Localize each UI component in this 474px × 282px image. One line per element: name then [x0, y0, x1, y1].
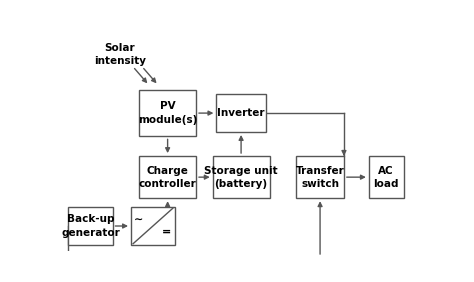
- Text: Transfer
switch: Transfer switch: [296, 166, 345, 189]
- FancyBboxPatch shape: [139, 156, 196, 198]
- Text: PV
module(s): PV module(s): [138, 102, 197, 125]
- FancyBboxPatch shape: [131, 207, 175, 245]
- FancyBboxPatch shape: [216, 94, 266, 132]
- FancyBboxPatch shape: [369, 156, 404, 198]
- Text: Back-up
generator: Back-up generator: [61, 214, 120, 238]
- Text: Solar
intensity: Solar intensity: [94, 43, 146, 66]
- Text: Charge
controller: Charge controller: [139, 166, 197, 189]
- Text: Storage unit
(battery): Storage unit (battery): [204, 166, 278, 189]
- FancyBboxPatch shape: [213, 156, 270, 198]
- Text: Inverter: Inverter: [218, 108, 265, 118]
- Text: AC
load: AC load: [374, 166, 399, 189]
- FancyBboxPatch shape: [68, 207, 112, 245]
- Text: ∼: ∼: [134, 215, 144, 226]
- FancyBboxPatch shape: [139, 90, 196, 136]
- Text: =: =: [162, 227, 172, 237]
- FancyBboxPatch shape: [296, 156, 344, 198]
